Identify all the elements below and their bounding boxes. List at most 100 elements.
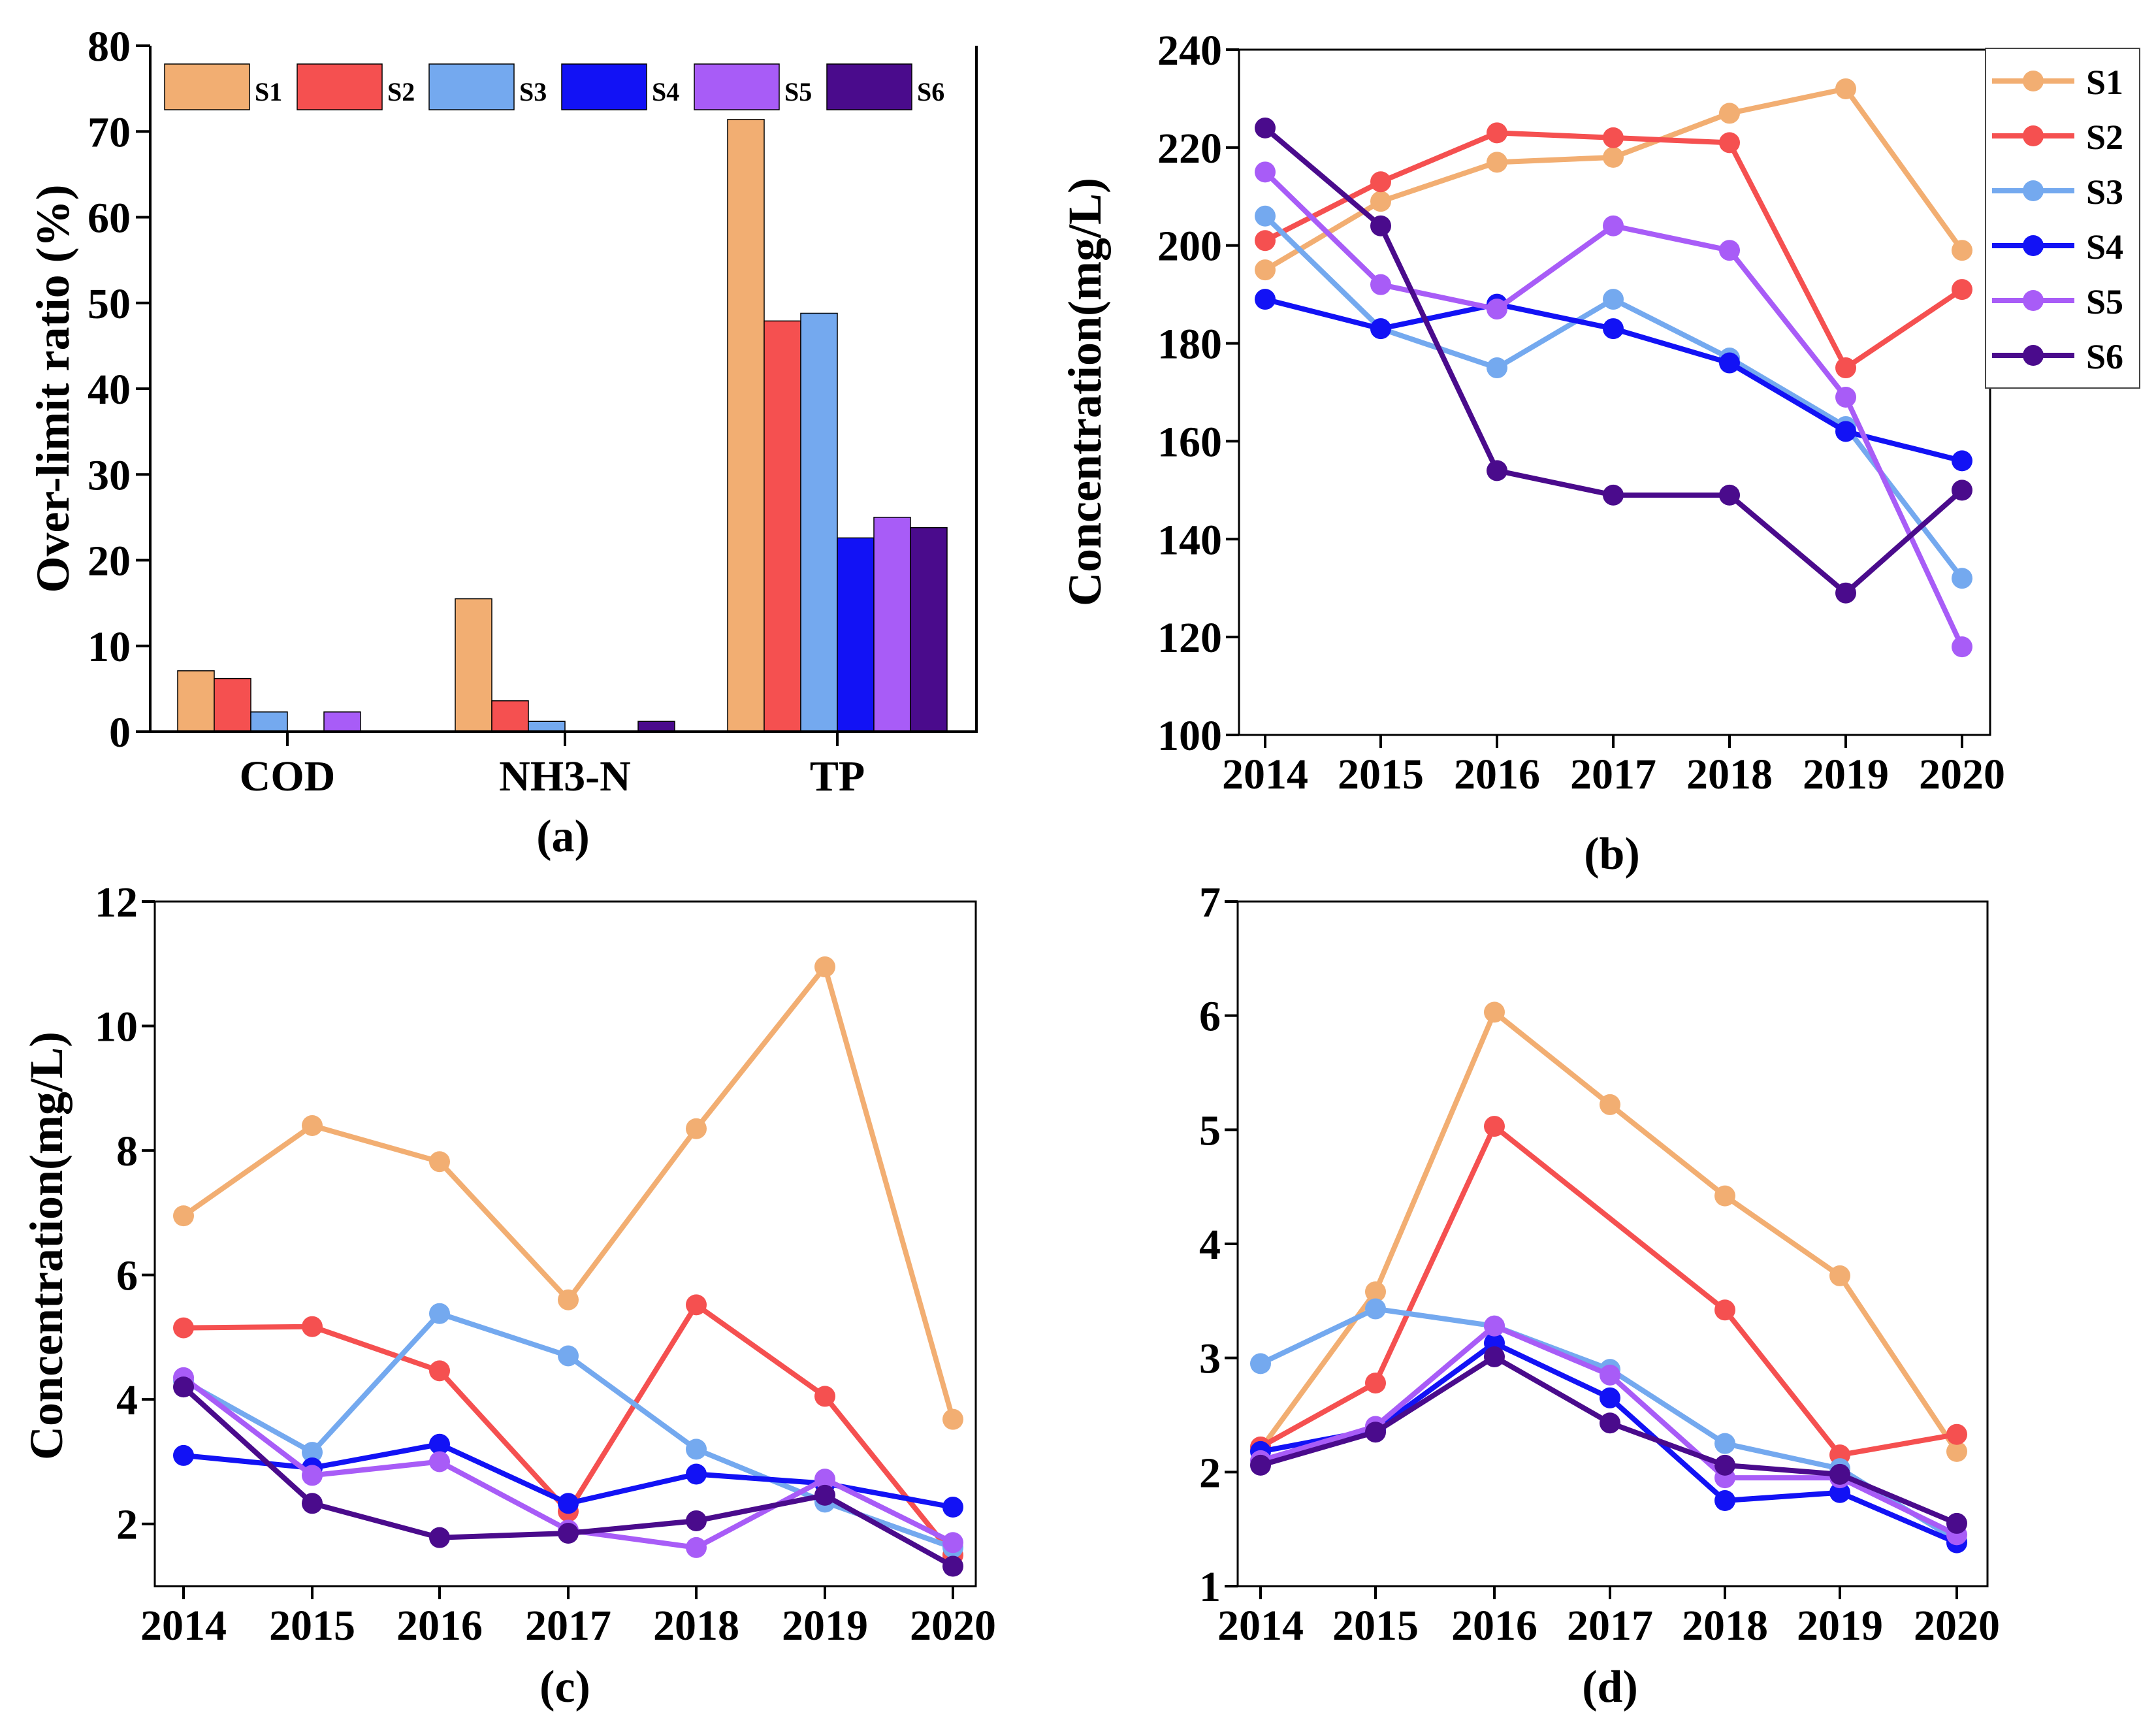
legend-label-s5: S5 <box>2086 282 2123 321</box>
data-point-s1-2016 <box>1487 152 1507 173</box>
y-tick-label-10: 10 <box>95 1003 138 1051</box>
data-point-s1-2014 <box>1255 259 1276 281</box>
x-tick-label-2015: 2015 <box>1338 751 1424 798</box>
data-point-s4-2015 <box>1370 318 1391 340</box>
data-point-s6-2018 <box>1714 1454 1735 1476</box>
data-point-s2-2014 <box>1255 230 1276 252</box>
x-tick-label-2017: 2017 <box>1567 1602 1653 1650</box>
x-tick-label-2018: 2018 <box>1682 1602 1768 1650</box>
data-point-s5-2016 <box>1487 299 1507 320</box>
data-point-s1-2017 <box>1600 1094 1620 1115</box>
x-tick-label-2020: 2020 <box>1919 751 2005 798</box>
data-point-s2-2015 <box>1370 171 1391 193</box>
x-tick-label-2019: 2019 <box>1797 1602 1883 1650</box>
y-tick-label-30: 30 <box>88 451 131 499</box>
x-category-label-nh3-n: NH3-N <box>499 753 631 800</box>
bar-tp-s6 <box>910 527 948 732</box>
bar-nh3-n-s6 <box>637 721 675 732</box>
data-point-s3-2014 <box>1255 205 1276 227</box>
y-tick-label-180: 180 <box>1157 321 1222 368</box>
data-point-s2-2018 <box>686 1294 707 1316</box>
y-tick-label-5: 5 <box>1199 1107 1221 1154</box>
panel-a-legend: S1 S2 S3 S4 S5 S6 <box>164 63 944 110</box>
series-s2 <box>1255 122 1972 379</box>
y-tick-label-3: 3 <box>1199 1335 1221 1383</box>
bar-cod-s2 <box>214 677 251 732</box>
x-category-label-tp: TP <box>810 753 865 800</box>
y-tick-label-6: 6 <box>116 1252 138 1300</box>
x-tick-label-2020: 2020 <box>1914 1602 2000 1650</box>
series-s5 <box>1255 161 1972 658</box>
legend-label-s6: S6 <box>917 77 944 106</box>
x-tick-label-2016: 2016 <box>1454 751 1540 798</box>
y-tick-label-12: 12 <box>95 879 138 926</box>
legend-label-s5: S5 <box>784 77 812 106</box>
data-point-s6-2015 <box>1370 215 1391 236</box>
legend-marker-s2 <box>2023 125 2044 146</box>
data-point-s5-2020 <box>1952 636 1972 658</box>
y-tick-label-1: 1 <box>1199 1563 1221 1611</box>
data-point-s1-2015 <box>1370 191 1391 212</box>
y-tick-label-40: 40 <box>88 366 131 414</box>
data-point-s4-2020 <box>1952 450 1972 472</box>
data-point-s6-2018 <box>1719 484 1740 506</box>
data-point-s6-2019 <box>1829 1463 1850 1485</box>
panel-d-series <box>1250 1001 1967 1553</box>
legend-label-s1: S1 <box>2086 63 2123 102</box>
data-point-s1-2017 <box>558 1289 579 1310</box>
data-point-s3-2014 <box>1250 1353 1271 1374</box>
bar-cod-s5 <box>323 711 361 732</box>
x-tick-label-2018: 2018 <box>653 1602 739 1650</box>
panel-a-bars <box>177 119 948 732</box>
data-point-s6-2019 <box>1835 582 1856 604</box>
data-point-s2-2020 <box>1946 1423 1967 1445</box>
legend-label-s2: S2 <box>387 77 415 106</box>
x-category-label-cod: COD <box>240 753 336 800</box>
data-point-s2-2018 <box>1719 132 1740 154</box>
data-point-s2-2020 <box>1952 279 1972 301</box>
y-tick-label-4: 4 <box>116 1376 138 1424</box>
y-tick-label-4: 4 <box>1199 1221 1221 1269</box>
data-point-s6-2015 <box>1365 1422 1386 1443</box>
x-tick-label-2015: 2015 <box>269 1602 355 1650</box>
bar-nh3-n-s3 <box>528 721 566 732</box>
legend-swatch-s3 <box>428 63 515 110</box>
data-point-s5-2016 <box>429 1451 450 1472</box>
panel-d-y-ticks: 1 2 3 4 5 6 7 <box>1199 879 1238 1611</box>
y-tick-label-2: 2 <box>1199 1449 1221 1497</box>
data-point-s3-2017 <box>558 1345 579 1367</box>
panel-c-x-ticks: 2014 2015 2016 2017 2018 2019 2020 <box>140 1586 996 1650</box>
data-point-s6-2016 <box>429 1527 450 1548</box>
data-point-s4-2016 <box>429 1433 450 1455</box>
data-point-s4-2014 <box>173 1444 194 1466</box>
panel-a-bar-chart: 0 10 20 30 40 50 60 70 80 COD NH3-N TP Over-limit … <box>27 23 978 862</box>
data-point-s1-2019 <box>1829 1265 1850 1286</box>
data-point-s6-2020 <box>942 1555 963 1577</box>
panel-d-line-chart: 1 2 3 4 5 6 7 2014 2015 2016 2017 2018 2019 2020 (d) <box>1199 879 2000 1712</box>
x-tick-label-2016: 2016 <box>396 1602 483 1650</box>
data-point-s5-2018 <box>686 1537 707 1558</box>
bar-tp-s4 <box>837 537 875 732</box>
series-s6 <box>1250 1346 1967 1534</box>
data-point-s3-2016 <box>1487 357 1507 379</box>
data-point-s1-2020 <box>942 1408 963 1430</box>
panel-d-x-ticks: 2014 2015 2016 2017 2018 2019 2020 <box>1217 1586 2000 1650</box>
legend-frame <box>1985 48 2140 389</box>
bar-tp-s1 <box>727 119 765 732</box>
legend-marker-s3 <box>2023 180 2044 201</box>
data-point-s6-2019 <box>814 1484 835 1506</box>
panel-c-y-ticks: 2 4 6 8 10 12 <box>95 879 155 1549</box>
data-point-s6-2014 <box>1255 117 1276 138</box>
panel-b-series <box>1255 78 1972 658</box>
legend-label-s2: S2 <box>2086 118 2123 157</box>
data-point-s1-2019 <box>814 956 835 978</box>
panel-c-line-chart: 2 4 6 8 10 12 2014 2015 2016 2017 2018 2019 2020 Co… <box>20 879 996 1712</box>
data-point-s6-2017 <box>1600 1412 1620 1434</box>
data-point-s4-2019 <box>1829 1482 1850 1503</box>
x-tick-label-2014: 2014 <box>1217 1602 1304 1650</box>
data-point-s5-2016 <box>1484 1315 1505 1337</box>
data-point-s5-2019 <box>1835 386 1856 408</box>
